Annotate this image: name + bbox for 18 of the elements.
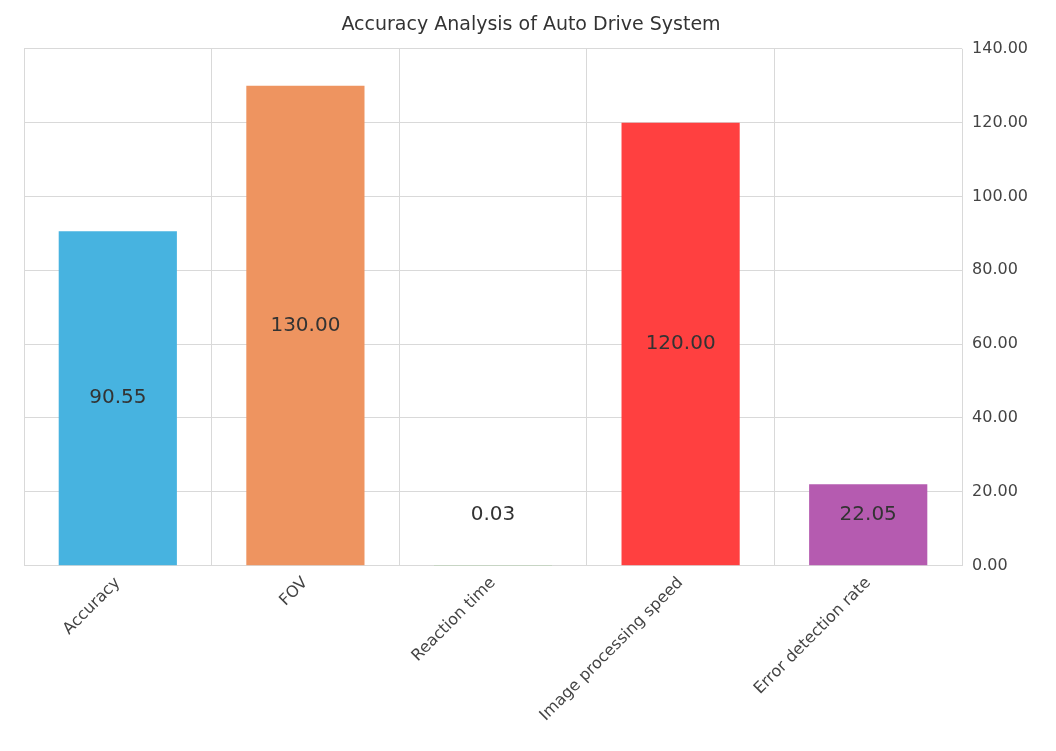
y-tick-label: 120.00 [972,111,1028,131]
y-tick-label: 0.00 [972,554,1008,574]
y-tick-label: 140.00 [972,37,1028,57]
data-label: 90.55 [89,384,147,409]
y-tick-label: 60.00 [972,333,1018,353]
bar [58,231,177,566]
bar [621,122,740,566]
bar [809,484,928,566]
bar [246,85,365,566]
chart-title: Accuracy Analysis of Auto Drive System [341,12,721,35]
data-label: 120.00 [645,330,716,355]
y-tick-label: 20.00 [972,480,1018,500]
data-label: 130.00 [270,311,341,336]
y-tick-label: 40.00 [972,407,1018,427]
data-label: 0.03 [470,501,516,526]
y-tick-label: 80.00 [972,259,1018,279]
data-label: 22.05 [839,501,897,526]
y-tick-label: 100.00 [972,185,1028,205]
